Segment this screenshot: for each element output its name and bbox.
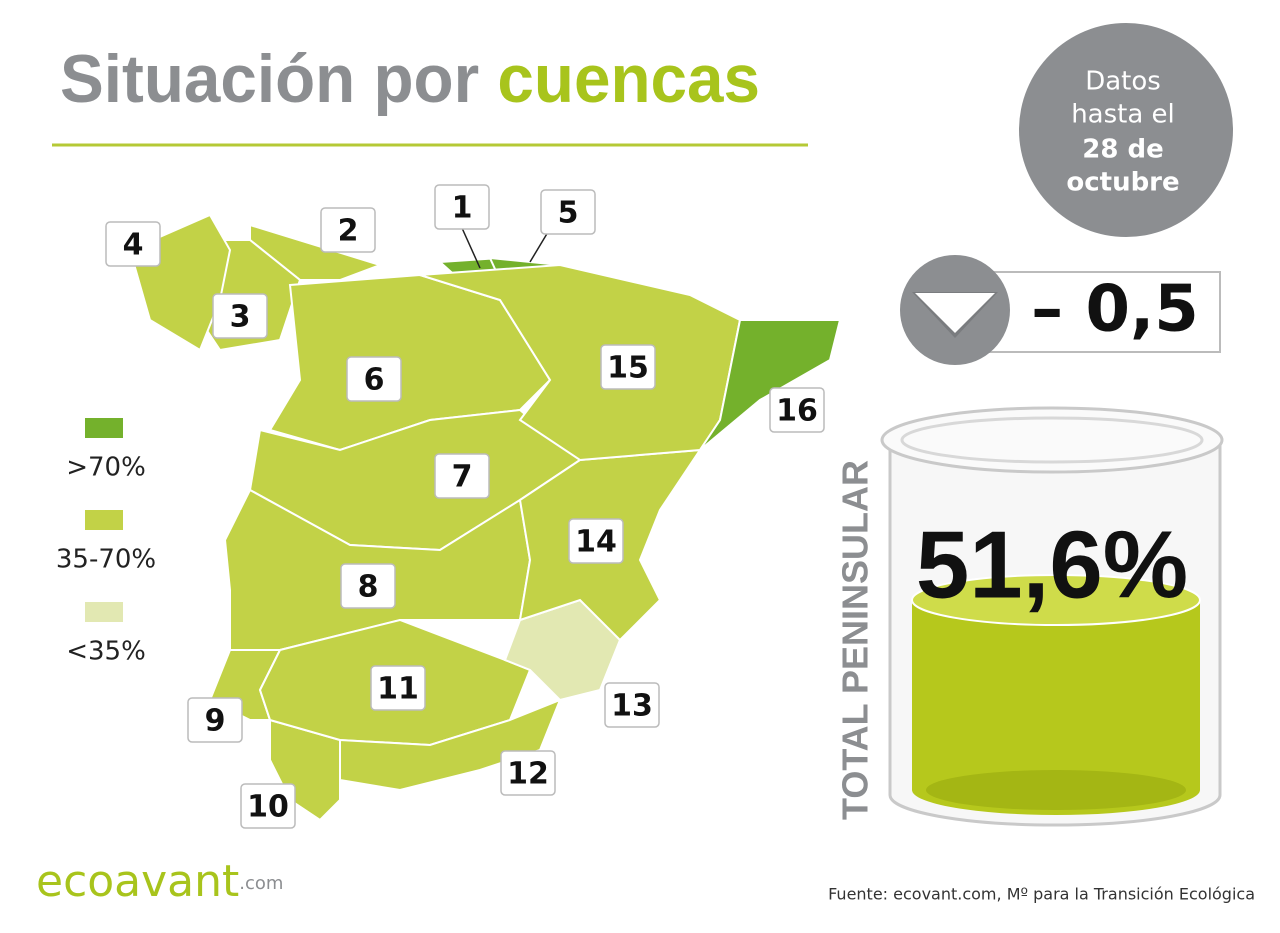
- basin-number: 1: [452, 191, 473, 226]
- legend-swatch: [85, 602, 123, 622]
- basin-tag: [568, 518, 624, 564]
- title-accent: cuencas: [497, 41, 760, 117]
- canister-rim: [880, 406, 1224, 474]
- basin-tag: [434, 184, 490, 230]
- legend-swatch: [85, 418, 123, 438]
- liquid: [912, 600, 1200, 815]
- brand-domain: .com: [239, 873, 283, 894]
- basin-number: 11: [377, 672, 419, 707]
- basin-number: 3: [230, 300, 251, 335]
- date-badge: [1019, 23, 1233, 237]
- basin-number: 14: [575, 525, 617, 560]
- basin-tag: [434, 453, 490, 499]
- basin-number: 2: [338, 214, 359, 249]
- legend: >70% 35-70% <35%: [56, 418, 156, 667]
- date-text: Datos: [1085, 67, 1161, 97]
- source: Fuente: ecovant.com, Mº para la Transici…: [828, 885, 1255, 904]
- basin-tag: [187, 697, 243, 743]
- basin-number: 4: [123, 228, 144, 263]
- basin-number: 5: [558, 196, 579, 231]
- leader-line: [529, 231, 549, 263]
- basin-tag: [604, 682, 660, 728]
- basin-tag: [370, 665, 426, 711]
- basin-number: 6: [364, 363, 385, 398]
- change-value: – 0,5: [1031, 273, 1199, 347]
- basin-tag: [769, 387, 825, 433]
- legend-swatch: [85, 510, 123, 530]
- basin-number: 12: [507, 757, 549, 792]
- legend-label: <35%: [66, 637, 146, 667]
- basin-number: 13: [611, 689, 653, 724]
- basin-tag: [540, 189, 596, 235]
- canister-rim: [900, 416, 1204, 464]
- brand-name: ecoavant: [36, 856, 239, 907]
- liquid-surface: [911, 574, 1201, 626]
- basin-tag: [105, 221, 161, 267]
- basin-tag: [340, 563, 396, 609]
- liquid-bottom: [926, 770, 1186, 810]
- legend-label: 35-70%: [56, 545, 156, 575]
- down-arrow: [915, 293, 995, 333]
- basin-tag: [500, 750, 556, 796]
- canister: [880, 406, 1224, 827]
- basin-number: 15: [607, 351, 649, 386]
- date-text: 28 de: [1082, 135, 1163, 165]
- basin: [249, 223, 384, 281]
- basin-tag: [346, 356, 402, 402]
- date-text: octubre: [1066, 168, 1179, 198]
- basin-tag: [212, 293, 268, 339]
- basin: [699, 319, 842, 451]
- basin-tag: [320, 207, 376, 253]
- brand: ecoavant.com: [36, 856, 283, 907]
- legend-label: >70%: [66, 453, 146, 483]
- total-value: 51,6%: [916, 511, 1188, 618]
- leader-line: [461, 227, 481, 269]
- basin-tag: [240, 783, 296, 829]
- basin-number: 7: [452, 460, 473, 495]
- basin-number: 16: [776, 394, 818, 429]
- title-part: Situación por: [60, 41, 479, 117]
- date-text: hasta el: [1071, 100, 1175, 130]
- basin-number: 10: [247, 790, 289, 825]
- total-label: TOTAL PENINSULAR: [835, 460, 876, 820]
- basin-tag: [600, 344, 656, 390]
- basin-number: 9: [205, 704, 226, 739]
- basin-number: 8: [358, 570, 379, 605]
- basin: [339, 698, 562, 792]
- title: Situación por cuencas: [60, 41, 760, 117]
